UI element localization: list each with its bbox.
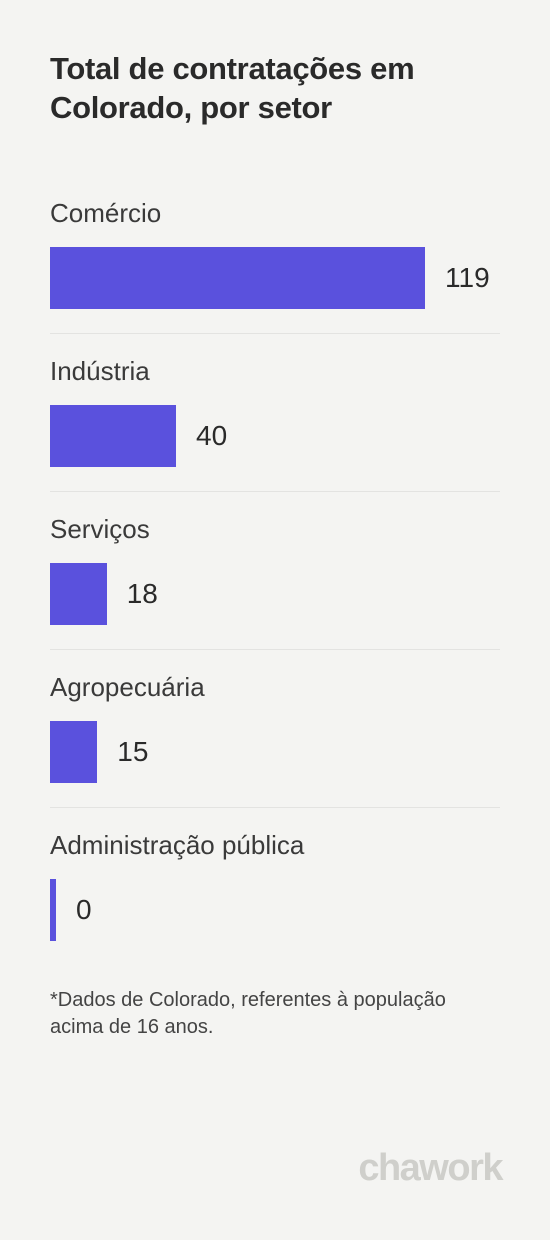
row-value: 18 <box>127 578 158 610</box>
bar <box>50 563 107 625</box>
row-label: Serviços <box>50 514 500 545</box>
row-label: Agropecuária <box>50 672 500 703</box>
bar-line: 119 <box>50 247 500 309</box>
chart-row: Agropecuária 15 <box>50 672 500 808</box>
bar <box>50 405 176 467</box>
chart-row: Comércio 119 <box>50 198 500 334</box>
chart-title: Total de contratações em Colorado, por s… <box>50 50 500 128</box>
row-label: Indústria <box>50 356 500 387</box>
brand-logo: chawork <box>358 1147 502 1190</box>
bar-line: 18 <box>50 563 500 625</box>
row-value: 119 <box>445 262 490 294</box>
chart-row: Administração pública 0 <box>50 830 500 965</box>
row-value: 40 <box>196 420 227 452</box>
row-label: Comércio <box>50 198 500 229</box>
bar-line: 15 <box>50 721 500 783</box>
bar <box>50 721 97 783</box>
chart-row: Indústria 40 <box>50 356 500 492</box>
bar-line: 0 <box>50 879 500 941</box>
row-value: 0 <box>76 894 92 926</box>
chart-row: Serviços 18 <box>50 514 500 650</box>
bar <box>50 879 56 941</box>
bar-line: 40 <box>50 405 500 467</box>
bar-chart: Comércio 119 Indústria 40 Serviços 18 Ag… <box>50 198 500 965</box>
footnote: *Dados de Colorado, referentes à populaç… <box>50 987 500 1041</box>
row-label: Administração pública <box>50 830 500 861</box>
row-value: 15 <box>117 736 148 768</box>
bar <box>50 247 425 309</box>
